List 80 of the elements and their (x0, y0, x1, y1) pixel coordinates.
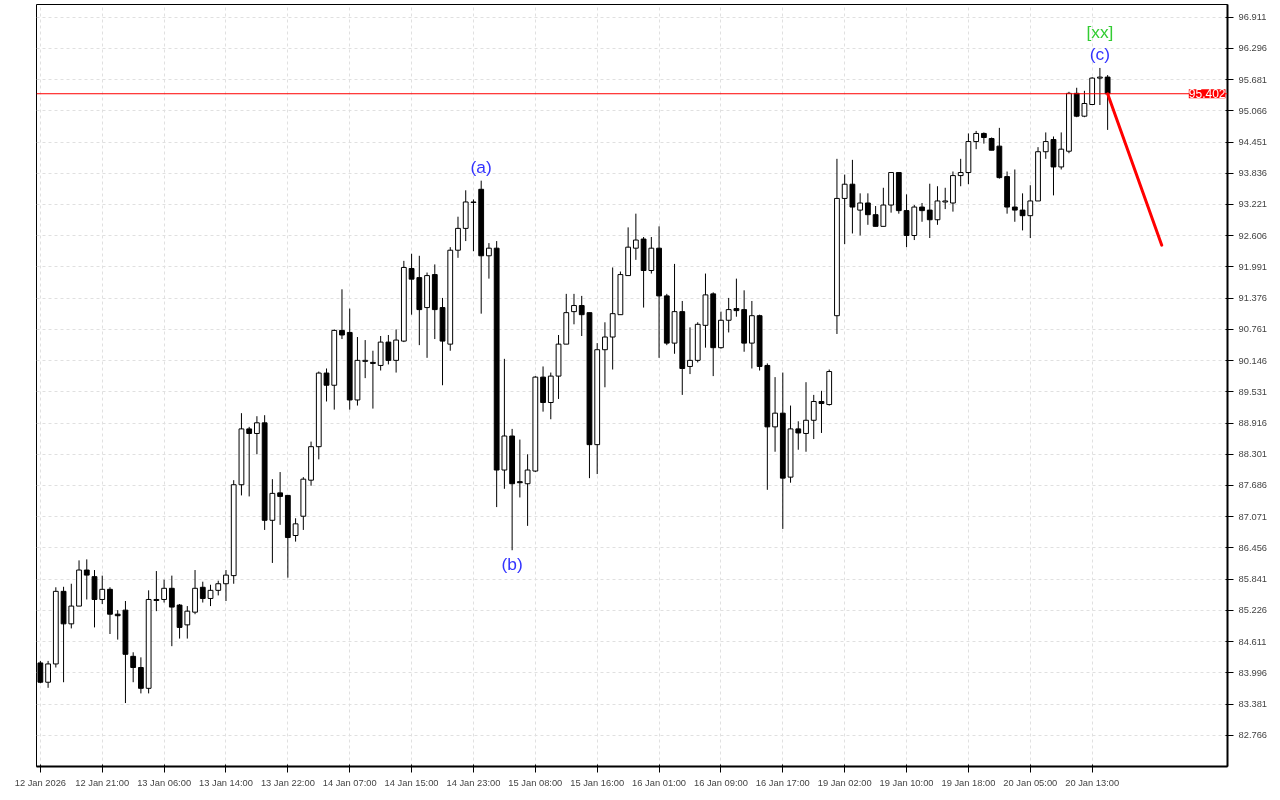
candlestick (1011, 168, 1018, 223)
y-tick-label: 96.296 (1238, 43, 1268, 54)
y-tick-label: 87.071 (1238, 511, 1268, 522)
candlestick (246, 426, 253, 497)
annotation: (a) (470, 156, 492, 177)
y-tick-label: 88.301 (1238, 449, 1268, 460)
y-tick-label: 91.376 (1238, 293, 1268, 304)
annotation: [xx] (1086, 21, 1114, 42)
y-tick-label: 88.916 (1238, 418, 1268, 429)
y-tick-label: 90.761 (1238, 324, 1268, 335)
candlestick (919, 202, 925, 223)
y-tick-label: 92.606 (1238, 230, 1268, 241)
annotation: (c) (1089, 43, 1111, 64)
y-tick-label: 86.456 (1238, 542, 1268, 553)
x-tick-label: 12 Jan 21:00 (75, 777, 130, 788)
candlestick (687, 326, 693, 375)
candlestick (1104, 74, 1111, 131)
x-tick-label: 13 Jan 22:00 (260, 777, 315, 788)
candlestick (254, 415, 260, 455)
candlestick (632, 213, 639, 261)
candlestick (192, 569, 198, 615)
candlestick (138, 656, 144, 694)
candlestick (393, 328, 400, 374)
candlestick (571, 293, 577, 325)
candlestick (292, 517, 299, 543)
ref-line-label: 95.402 (1188, 87, 1226, 102)
y-tick-label: 90.146 (1238, 355, 1268, 366)
candlestick (486, 242, 492, 280)
candlestick (973, 130, 980, 150)
x-tick-label: 14 Jan 07:00 (322, 777, 377, 788)
x-tick-label: 13 Jan 14:00 (199, 777, 253, 788)
x-tick-label: 20 Jan 05:00 (1003, 777, 1058, 788)
x-tick-label: 19 Jan 10:00 (879, 777, 934, 788)
candlestick (277, 471, 284, 526)
y-tick-label: 83.381 (1238, 699, 1268, 710)
y-tick-label: 83.996 (1238, 667, 1268, 678)
candlestick (362, 339, 369, 379)
x-tick-label: 19 Jan 02:00 (817, 777, 872, 788)
x-tick-label: 15 Jan 16:00 (570, 777, 625, 788)
candlestick (857, 192, 864, 236)
candlestick (980, 131, 987, 145)
y-tick-label: 93.221 (1238, 199, 1268, 210)
candlestick (455, 216, 461, 259)
y-tick-label: 95.066 (1238, 105, 1268, 116)
x-tick-label: 16 Jan 09:00 (693, 777, 748, 788)
candlestick (130, 651, 137, 683)
candlestick (161, 579, 167, 604)
x-tick-label: 12 Jan 2026 (14, 777, 67, 788)
candlestick (45, 660, 51, 689)
candlestick (370, 350, 376, 410)
x-tick-label: 19 Jan 18:00 (941, 777, 996, 788)
y-tick-label: 85.841 (1238, 574, 1268, 585)
y-tick-label: 91.991 (1238, 261, 1268, 272)
candlestick (83, 558, 90, 600)
x-tick-label: 20 Jan 13:00 (1065, 777, 1120, 788)
y-tick-label: 96.911 (1238, 12, 1267, 23)
annotation: (b) (501, 554, 523, 575)
y-tick-label: 87.686 (1238, 480, 1268, 491)
candlestick (864, 192, 871, 226)
x-tick-label: 14 Jan 23:00 (446, 777, 501, 788)
candlestick (339, 288, 345, 340)
y-tick-label: 82.766 (1238, 730, 1268, 741)
x-tick-label: 16 Jan 01:00 (632, 777, 687, 788)
candlestick (772, 376, 778, 453)
x-tick-label: 14 Jan 15:00 (384, 777, 439, 788)
candlestick (803, 381, 809, 453)
y-tick-label: 94.451 (1238, 137, 1268, 148)
candlestick (223, 569, 229, 602)
y-tick-label: 89.531 (1238, 386, 1268, 397)
x-tick-label: 16 Jan 17:00 (755, 777, 810, 788)
candlestick (168, 575, 175, 647)
y-tick-label: 85.226 (1238, 605, 1268, 616)
x-tick-label: 15 Jan 08:00 (508, 777, 563, 788)
y-tick-label: 84.611 (1238, 636, 1267, 647)
candlestick (1097, 67, 1103, 106)
y-tick-label: 93.836 (1238, 168, 1268, 179)
candlestick (602, 321, 608, 388)
y-tick-label: 95.681 (1238, 74, 1268, 85)
x-tick-label: 13 Jan 06:00 (137, 777, 192, 788)
candlestick (516, 439, 523, 498)
